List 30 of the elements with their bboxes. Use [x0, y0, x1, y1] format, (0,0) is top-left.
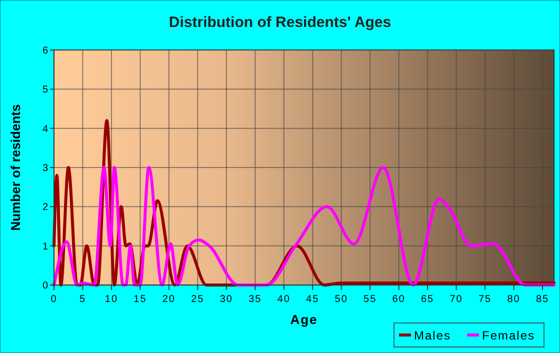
x-tick-label: 30 — [220, 294, 233, 305]
x-tick-label: 5 — [79, 294, 86, 305]
chart-title: Distribution of Residents' Ages — [168, 14, 392, 31]
x-tick-label: 75 — [478, 294, 492, 305]
x-tick-label: 0 — [50, 294, 58, 305]
x-tick-label: 60 — [392, 294, 406, 305]
y-tick-label: 1 — [42, 241, 48, 252]
x-axis-title: Age — [290, 312, 318, 327]
legend-label: Males — [414, 328, 452, 342]
y-tick-label: 3 — [42, 163, 48, 174]
x-tick-label: 20 — [162, 294, 176, 305]
x-tick-label: 15 — [134, 294, 147, 305]
x-tick-label: 40 — [277, 294, 290, 305]
x-tick-label: 35 — [248, 294, 262, 305]
x-tick-label: 85 — [536, 294, 550, 305]
legend-label: Females — [482, 328, 536, 342]
x-tick-label: 45 — [306, 294, 320, 305]
y-tick-label: 0 — [42, 280, 48, 292]
y-tick-label: 6 — [42, 46, 48, 56]
y-tick-label: 2 — [42, 202, 48, 214]
x-tick-label: 10 — [104, 294, 118, 305]
x-tick-label: 65 — [421, 294, 434, 305]
y-axis-title: Number of residents — [8, 104, 23, 231]
x-tick-label: 55 — [364, 294, 377, 305]
x-tick-label: 25 — [191, 294, 204, 305]
x-tick-label: 80 — [507, 294, 520, 305]
y-tick-label: 5 — [42, 84, 48, 96]
x-tick-label: 50 — [334, 294, 348, 305]
x-tick-label: 70 — [450, 294, 463, 305]
y-tick-label: 4 — [42, 124, 48, 135]
